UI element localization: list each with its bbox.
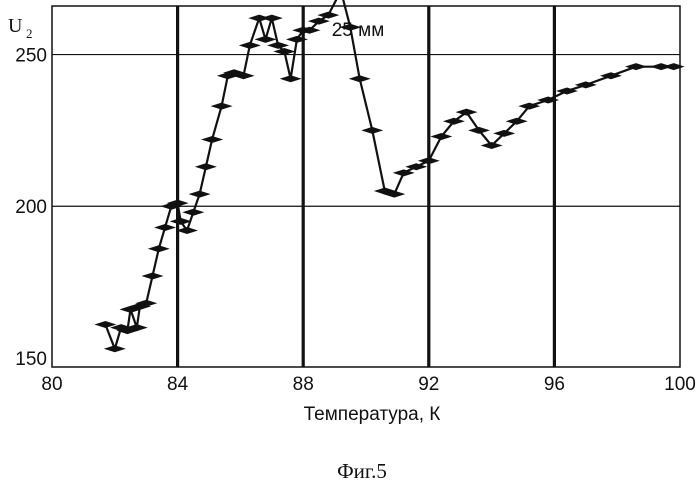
- y-axis-label-subscript: 2: [26, 26, 33, 41]
- x-tick-labels: 80 84 88 92 96 100: [41, 374, 695, 395]
- data-point: [506, 118, 528, 125]
- data-point: [104, 345, 126, 352]
- data-point: [255, 36, 277, 43]
- y-tick-label-250: 250: [15, 46, 47, 67]
- figure-caption: Фиг.5: [337, 459, 387, 483]
- x-tick-label-80: 80: [41, 374, 62, 395]
- data-point: [267, 42, 289, 49]
- data-point: [189, 191, 211, 198]
- data-point: [141, 272, 163, 279]
- data-point: [154, 224, 176, 231]
- data-point: [430, 133, 452, 140]
- data-point: [349, 75, 371, 82]
- data-point: [261, 15, 283, 22]
- y-tick-labels: 150 200 250: [15, 46, 47, 370]
- data-point: [201, 136, 223, 143]
- x-tick-label-88: 88: [293, 374, 314, 395]
- data-point: [182, 209, 204, 216]
- data-point: [663, 63, 685, 70]
- x-tick-label-96: 96: [544, 374, 565, 395]
- data-point: [468, 127, 490, 134]
- data-point: [455, 109, 477, 116]
- data-point: [361, 127, 383, 134]
- data-point: [405, 163, 427, 170]
- x-tick-label-100: 100: [664, 374, 696, 395]
- y-tick-label-150: 150: [15, 349, 47, 370]
- data-point: [317, 12, 339, 19]
- data-point: [195, 163, 217, 170]
- data-point: [308, 18, 330, 25]
- data-point: [481, 142, 503, 149]
- series-markers: [94, 0, 684, 352]
- series-line: [105, 0, 673, 349]
- y-tick-label-200: 200: [15, 197, 47, 218]
- data-point: [393, 169, 415, 176]
- data-point: [211, 103, 233, 110]
- x-axis-label: Температура, К: [304, 404, 441, 425]
- x-tick-label-92: 92: [418, 374, 439, 395]
- data-point: [418, 157, 440, 164]
- vertical-gridlines: [178, 6, 555, 367]
- y-axis-label: U: [8, 15, 23, 37]
- data-point: [493, 130, 515, 137]
- plot-frame: [52, 6, 680, 367]
- data-point: [176, 227, 198, 234]
- chart-title: 25 мм: [332, 20, 385, 41]
- x-tick-label-84: 84: [167, 374, 189, 395]
- data-point: [280, 75, 302, 82]
- data-point: [148, 245, 170, 252]
- data-point: [443, 118, 465, 125]
- data-point: [239, 42, 261, 49]
